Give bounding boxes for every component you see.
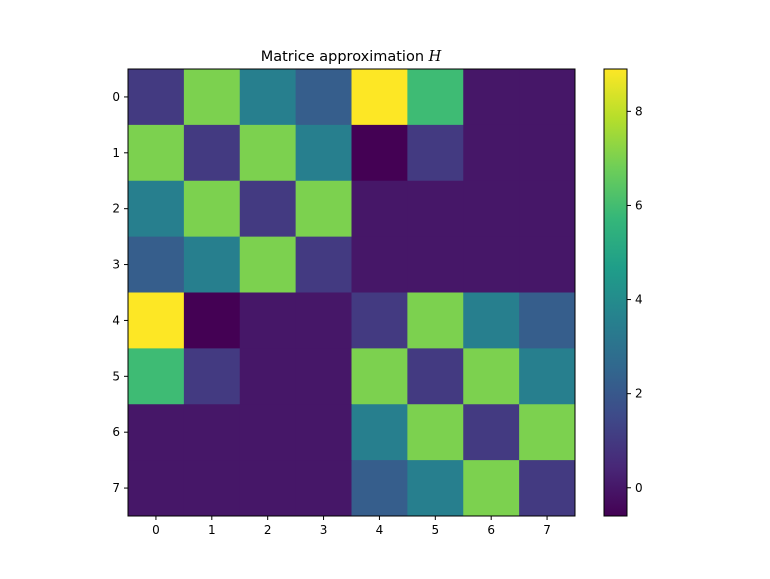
heatmap-cell [128,404,185,461]
y-tick-label: 0 [112,90,120,104]
heatmap-cell [351,180,408,238]
heatmap-cell [463,69,520,126]
heatmap-cell [519,348,576,405]
heatmap-cell [519,124,576,182]
heatmap-cell [295,236,352,293]
heatmap-cell [295,124,352,182]
heatmap-cell [407,404,464,461]
heatmap-cell [239,460,297,517]
heatmap-cell [239,180,297,238]
heatmap-cell [183,236,241,293]
heatmap-cell [519,69,576,126]
x-tick-label: 7 [543,523,551,537]
colorbar-tick-label: 8 [635,104,643,118]
heatmap-cell [183,460,241,517]
heatmap-cell [351,236,408,293]
heatmap-cell [128,460,185,517]
x-axis: 0 1 2 3 4 5 6 7 [152,516,551,537]
heatmap-cell [128,292,185,349]
colorbar-frame [603,68,628,517]
x-tick-label: 1 [208,523,216,537]
x-tick-label: 5 [431,523,439,537]
heatmap-cell [183,348,241,405]
y-axis: 0 1 2 3 4 5 6 7 [112,90,128,495]
x-tick-label: 6 [487,523,495,537]
heatmap-cell [295,292,352,349]
heatmap-cell [239,292,297,349]
x-tick-label: 0 [152,523,160,537]
heatmap-cell [128,124,185,182]
heatmap-cell [351,404,408,461]
heatmap-cell [183,292,241,349]
colorbar-tick-label: 0 [635,481,643,495]
x-tick-label: 4 [376,523,384,537]
heatmap-cell [239,236,297,293]
heatmap-cell [183,180,241,238]
heatmap-cell [407,69,464,126]
heatmap-cell [463,124,520,182]
chart-title: Matrice approximation H [261,49,442,65]
heatmap-cell [295,460,352,517]
heatmap-cell [519,236,576,293]
heatmap-cell [128,69,185,126]
y-tick-label: 4 [112,313,120,327]
heatmap-cell [239,69,297,126]
y-tick-label: 3 [112,258,120,272]
heatmap-cells [128,69,576,517]
colorbar-tick-label: 4 [635,293,643,307]
heatmap-cell [128,348,185,405]
x-tick-label: 2 [264,523,272,537]
heatmap-cell [351,69,408,126]
heatmap-cell [407,236,464,293]
x-tick-label: 3 [320,523,328,537]
heatmap-cell [463,180,520,238]
heatmap-cell [463,460,520,517]
heatmap-cell [407,460,464,517]
heatmap-cell [295,180,352,238]
heatmap-cell [463,348,520,405]
heatmap-cell [463,236,520,293]
heatmap-cell [295,69,352,126]
heatmap-cell [183,404,241,461]
heatmap-cell [239,404,297,461]
heatmap-cell [295,404,352,461]
heatmap-cell [183,69,241,126]
heatmap-cell [407,292,464,349]
y-tick-label: 1 [112,146,120,160]
heatmap-cell [351,348,408,405]
heatmap-cell [407,348,464,405]
chart-title-text: Matrice approximation [261,49,424,65]
heatmap-cell [183,124,241,182]
chart-title-symbol: H [428,49,442,65]
colorbar [604,69,627,516]
heatmap-cell [239,124,297,182]
colorbar-tick-label: 2 [635,387,643,401]
heatmap-frame [127,68,576,517]
heatmap-cell [407,124,464,182]
heatmap-cell [295,348,352,405]
heatmap-cell [519,292,576,349]
heatmap-cell [519,180,576,238]
heatmap-cell [463,404,520,461]
colorbar-tick-label: 6 [635,198,643,212]
heatmap-cell [128,180,185,238]
heatmap-cell [351,124,408,182]
colorbar-axis: 0 2 4 6 8 [627,104,643,495]
heatmap-cell [519,460,576,517]
y-tick-label: 6 [112,425,120,439]
y-tick-label: 7 [112,481,120,495]
heatmap-cell [519,404,576,461]
y-tick-label: 2 [112,202,120,216]
heatmap-cell [463,292,520,349]
heatmap-cell [128,236,185,293]
heatmap-cell [239,348,297,405]
heatmap-cell [407,180,464,238]
heatmap-cell [351,292,408,349]
heatmap-cell [351,460,408,517]
y-tick-label: 5 [112,369,120,383]
